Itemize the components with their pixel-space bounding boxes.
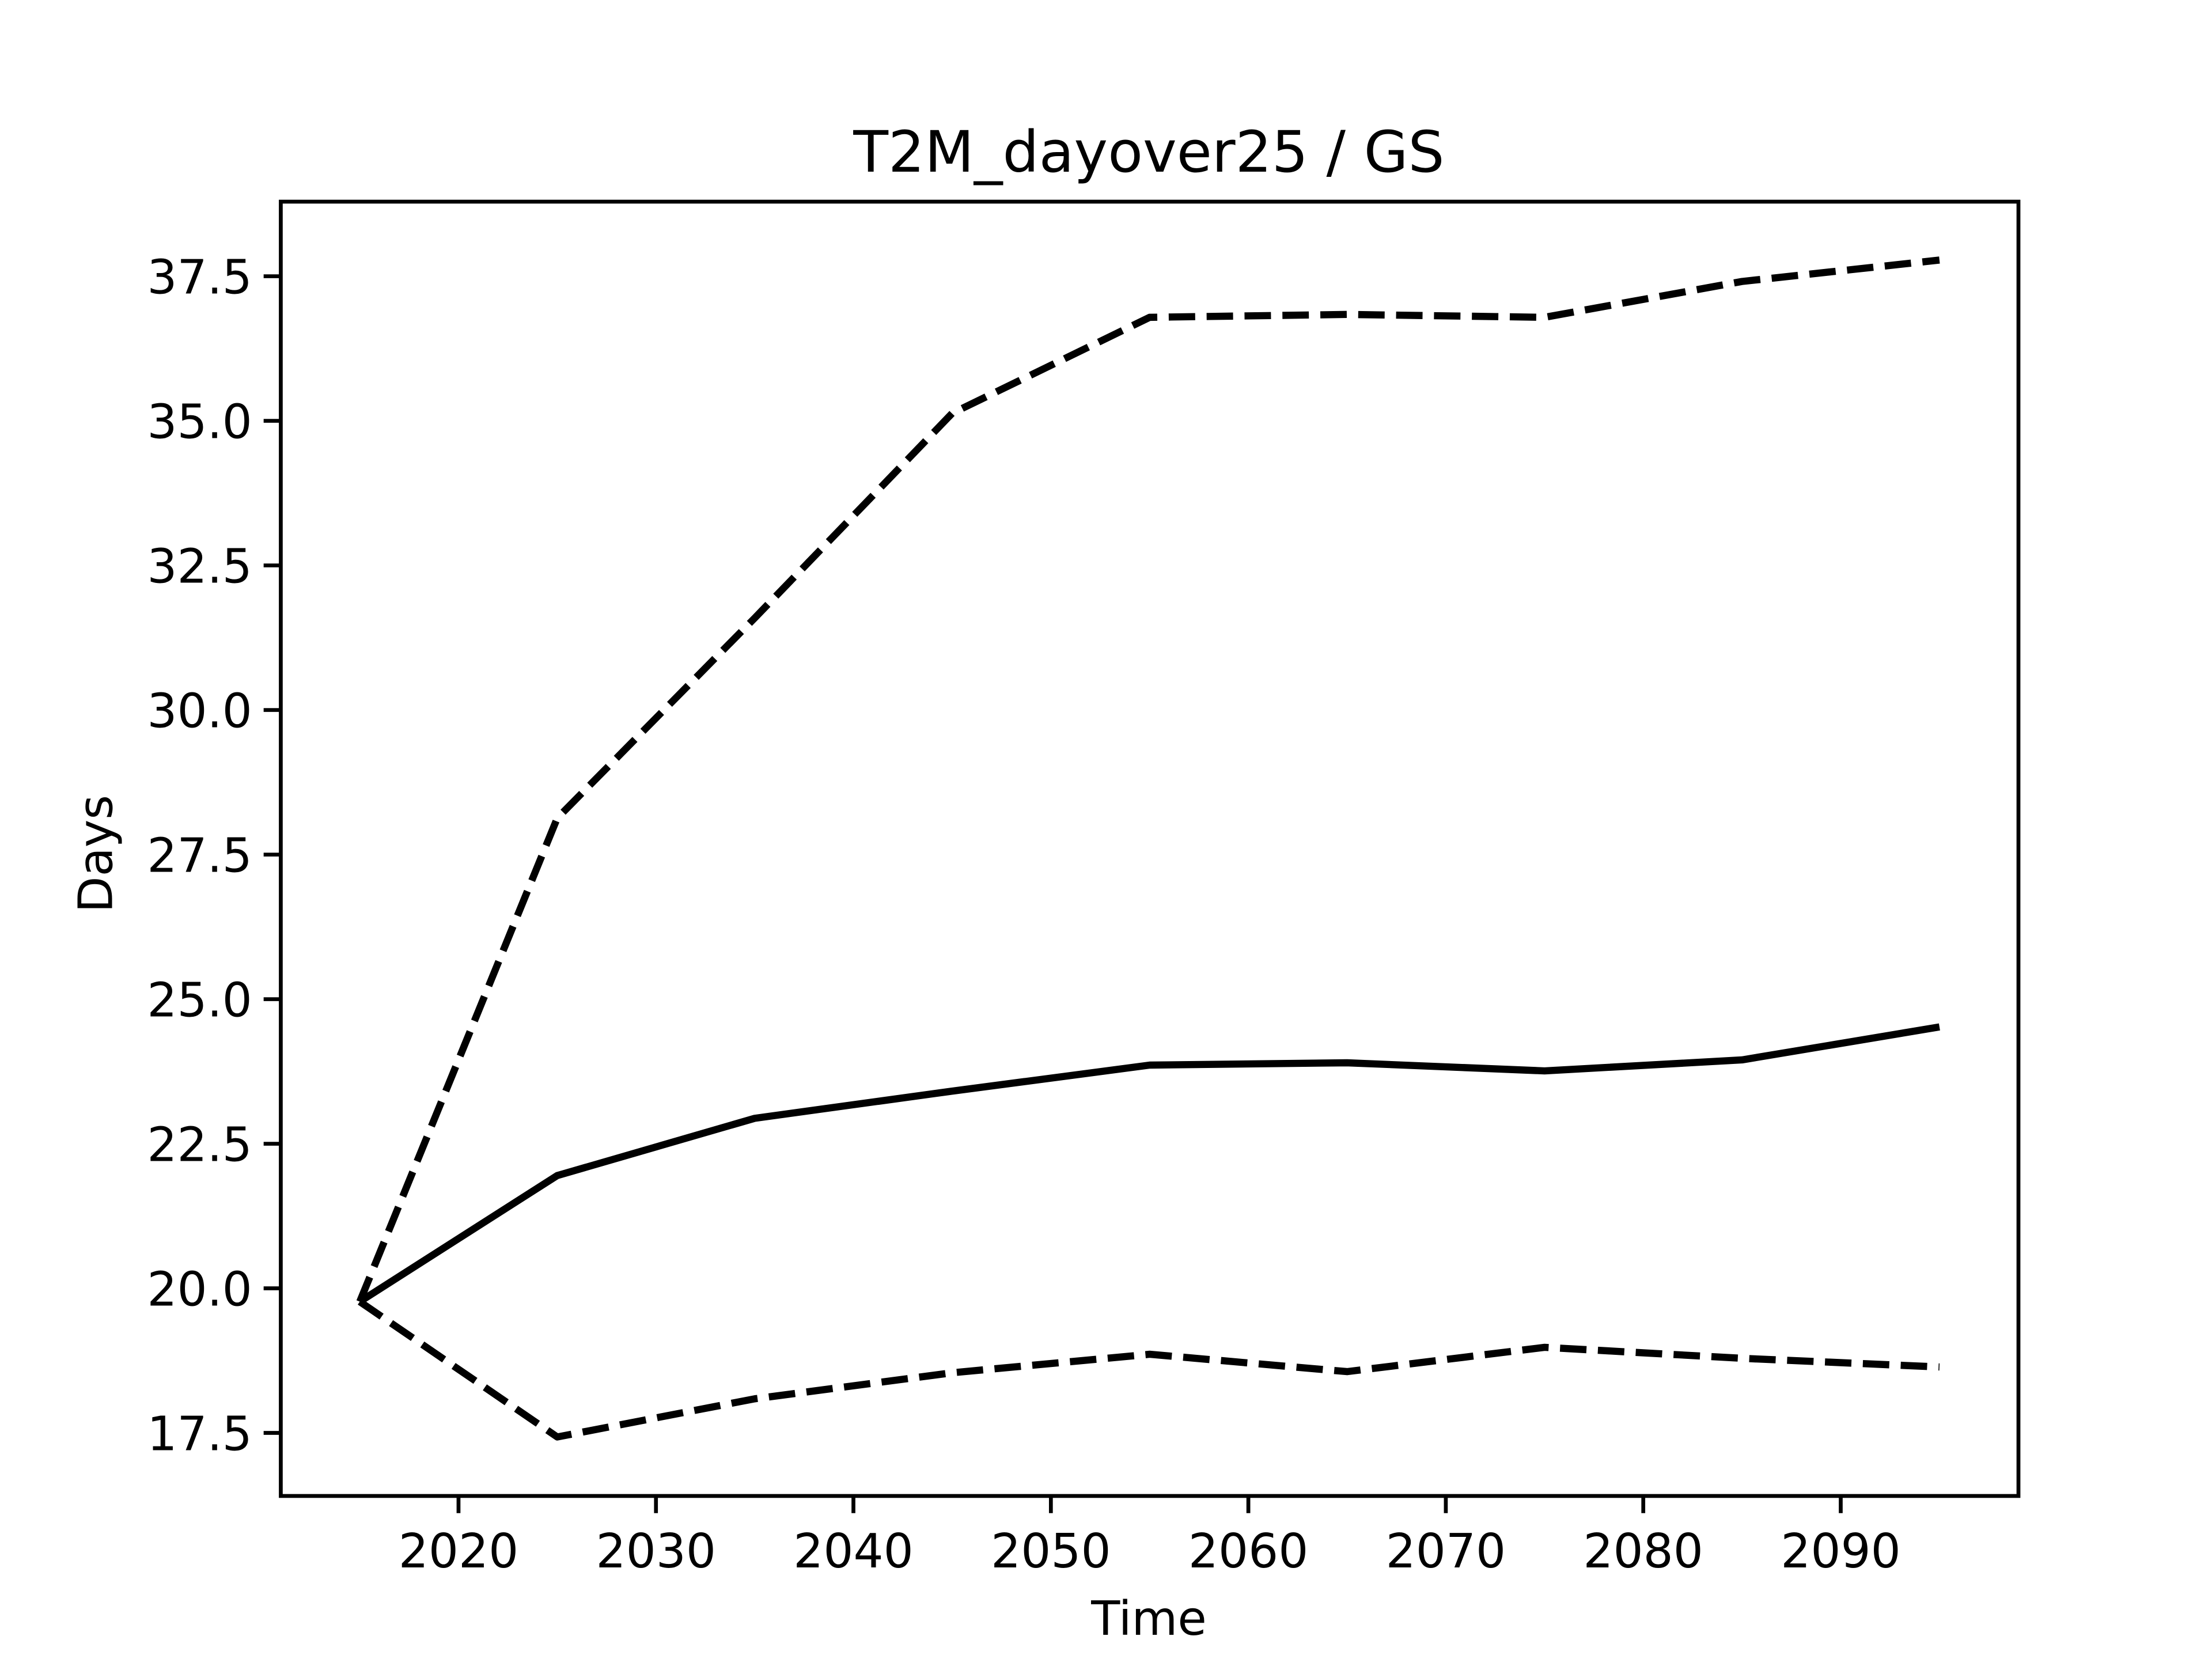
y-tick-label: 25.0: [147, 973, 252, 1028]
x-tick-label: 2030: [596, 1524, 716, 1579]
y-tick-label: 27.5: [147, 828, 252, 883]
y-tick-label: 37.5: [147, 250, 252, 305]
x-tick-label: 2020: [399, 1524, 519, 1579]
plot-area: [356, 256, 1940, 1441]
x-tick-label: 2080: [1583, 1524, 1703, 1579]
y-tick-label: 20.0: [147, 1262, 252, 1317]
line-series: [356, 256, 1940, 1303]
x-axis-label: Time: [1090, 1592, 1206, 1646]
x-tick-label: 2050: [991, 1524, 1111, 1579]
y-tick-label: 35.0: [147, 395, 252, 449]
y-tick-label: 22.5: [147, 1118, 252, 1172]
x-tick-label: 2070: [1386, 1524, 1506, 1579]
chart-title: T2M_dayover25 / GS: [853, 119, 1444, 185]
y-axis-label: Days: [69, 795, 123, 912]
x-tick-label: 2060: [1188, 1524, 1309, 1579]
y-tick-label: 17.5: [147, 1407, 252, 1461]
x-tick-label: 2040: [793, 1524, 914, 1579]
line-series: [358, 1023, 1940, 1305]
y-tick-label: 32.5: [147, 539, 252, 594]
axes-frame: [279, 199, 2021, 1498]
x-tick-label: 2090: [1781, 1524, 1900, 1579]
y-tick-label: 30.0: [147, 684, 252, 738]
line-series: [358, 1298, 1940, 1441]
